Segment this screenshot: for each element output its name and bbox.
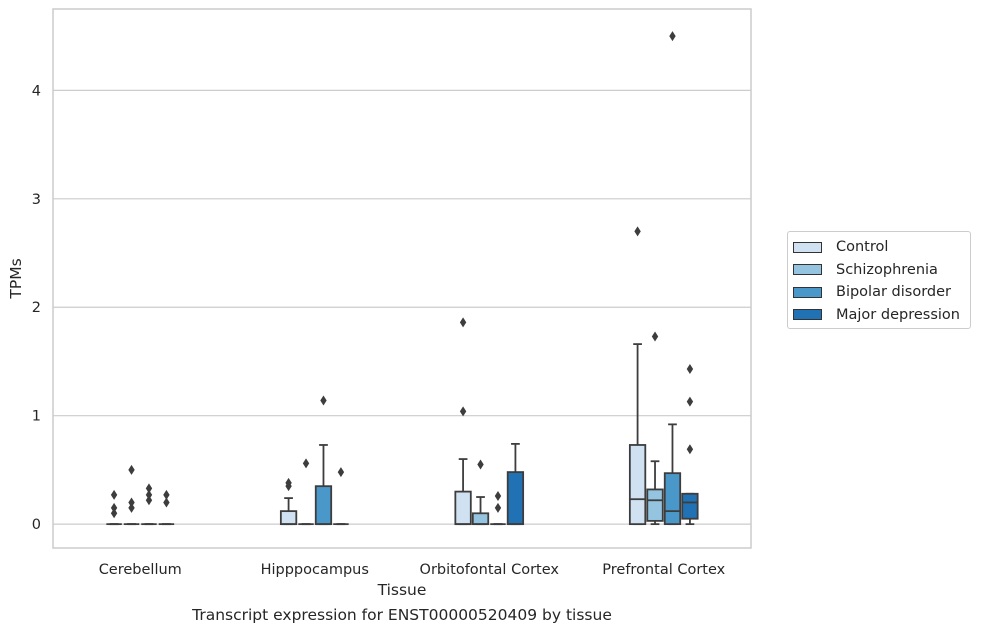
outlier-point bbox=[494, 502, 502, 513]
legend-item: Control bbox=[788, 236, 970, 259]
legend-item: Major depression bbox=[788, 304, 970, 327]
box-2-3 bbox=[663, 31, 682, 526]
box-1-2 bbox=[471, 459, 490, 526]
x-axis-label: Tissue bbox=[377, 581, 427, 599]
outlier-point bbox=[110, 502, 118, 513]
legend-swatch bbox=[793, 286, 822, 298]
box-body bbox=[663, 472, 682, 526]
box-body bbox=[279, 510, 298, 526]
outlier-point bbox=[669, 31, 676, 42]
outlier-point bbox=[302, 458, 310, 469]
box-2-0 bbox=[141, 483, 157, 526]
box-0-3 bbox=[628, 226, 647, 526]
box-3-3 bbox=[681, 364, 699, 526]
legend-swatch bbox=[793, 309, 822, 321]
box-body bbox=[471, 512, 490, 526]
box-3-1 bbox=[333, 467, 349, 526]
legend-swatch bbox=[793, 241, 822, 253]
box-body bbox=[628, 444, 647, 526]
outlier-point bbox=[686, 396, 694, 407]
legend-swatch bbox=[793, 264, 822, 276]
x-tick-label: Cerebellum bbox=[99, 562, 182, 578]
legend-label: Control bbox=[836, 239, 889, 256]
outlier-point bbox=[459, 317, 467, 328]
box-2-1 bbox=[314, 395, 333, 526]
box-body bbox=[681, 492, 699, 520]
box-0-0 bbox=[106, 489, 122, 526]
outlier-point bbox=[110, 508, 118, 519]
outlier-point bbox=[686, 444, 694, 455]
plot-frame bbox=[52, 8, 752, 549]
outlier-point bbox=[634, 226, 641, 237]
outlier-point bbox=[128, 502, 135, 513]
outlier-point bbox=[477, 459, 484, 470]
outlier-point bbox=[163, 497, 170, 508]
outlier-point bbox=[128, 497, 135, 508]
box-1-0 bbox=[123, 464, 140, 526]
legend-item: Schizophrenia bbox=[788, 259, 970, 282]
box-3-0 bbox=[158, 489, 175, 526]
legend: Control Schizophrenia Bipolar disorder Majo… bbox=[787, 231, 971, 329]
x-tick-label: Hipppocampus bbox=[261, 562, 369, 578]
box-3-2 bbox=[506, 442, 525, 526]
legend-item: Bipolar disorder bbox=[788, 281, 970, 304]
chart-caption: Transcript expression for ENST0000052040… bbox=[192, 606, 612, 624]
y-tick-label: 1 bbox=[32, 409, 41, 425]
box-body bbox=[454, 490, 472, 526]
box-0-1 bbox=[279, 477, 298, 526]
legend-label: Schizophrenia bbox=[836, 261, 938, 278]
x-tick-label: Prefrontal Cortex bbox=[602, 562, 725, 578]
outlier-point bbox=[110, 489, 118, 500]
y-tick-label: 3 bbox=[32, 192, 41, 208]
outlier-point bbox=[686, 364, 694, 375]
outlier-point bbox=[145, 495, 153, 506]
outlier-point bbox=[145, 483, 153, 494]
box-1-1 bbox=[298, 458, 314, 526]
box-1-3 bbox=[646, 331, 664, 526]
outlier-point bbox=[285, 477, 292, 488]
x-tick-label: Orbitofontal Cortex bbox=[420, 562, 560, 578]
outlier-point bbox=[459, 406, 467, 417]
outlier-point bbox=[320, 395, 327, 406]
legend-label: Bipolar disorder bbox=[836, 284, 951, 301]
outlier-point bbox=[337, 467, 345, 478]
box-body bbox=[506, 471, 525, 526]
box-2-2 bbox=[490, 490, 506, 526]
outlier-point bbox=[128, 464, 135, 475]
y-tick-label: 0 bbox=[32, 517, 41, 533]
y-tick-label: 4 bbox=[32, 83, 41, 99]
box-0-2 bbox=[454, 317, 472, 526]
outlier-point bbox=[145, 489, 153, 500]
box-body bbox=[646, 488, 664, 522]
y-tick-label: 2 bbox=[32, 300, 41, 316]
outlier-point bbox=[651, 331, 659, 342]
outlier-point bbox=[494, 490, 502, 501]
outlier-point bbox=[163, 489, 170, 500]
box-body bbox=[314, 485, 333, 526]
y-axis-label: TPMs bbox=[7, 258, 25, 299]
legend-label: Major depression bbox=[836, 306, 960, 323]
